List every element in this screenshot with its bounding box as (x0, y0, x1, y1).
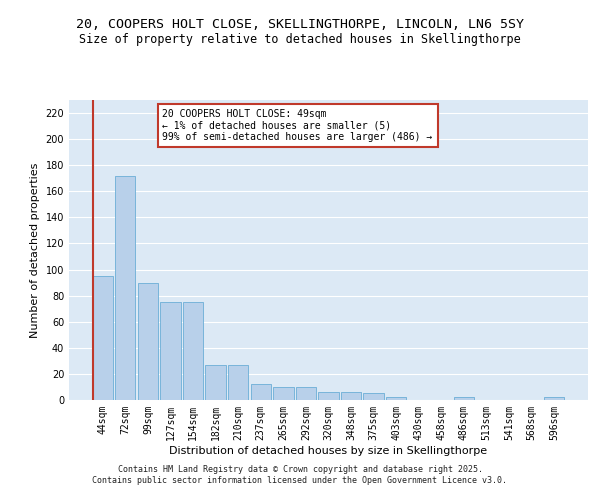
Text: Contains HM Land Registry data © Crown copyright and database right 2025.: Contains HM Land Registry data © Crown c… (118, 465, 482, 474)
Bar (341, 392, 361, 400)
Bar (228, 365, 248, 400)
Bar (251, 384, 271, 400)
Bar (160, 302, 181, 400)
Bar (386, 398, 406, 400)
Bar (454, 398, 474, 400)
Bar (273, 387, 293, 400)
Text: Contains public sector information licensed under the Open Government Licence v3: Contains public sector information licen… (92, 476, 508, 485)
Text: 20, COOPERS HOLT CLOSE, SKELLINGTHORPE, LINCOLN, LN6 5SY: 20, COOPERS HOLT CLOSE, SKELLINGTHORPE, … (76, 18, 524, 30)
Bar (183, 302, 203, 400)
Bar (138, 282, 158, 400)
X-axis label: Distribution of detached houses by size in Skellingthorpe: Distribution of detached houses by size … (169, 446, 488, 456)
Bar (205, 365, 226, 400)
Bar (92, 276, 113, 400)
Y-axis label: Number of detached properties: Number of detached properties (30, 162, 40, 338)
Text: 20 COOPERS HOLT CLOSE: 49sqm
← 1% of detached houses are smaller (5)
99% of semi: 20 COOPERS HOLT CLOSE: 49sqm ← 1% of det… (163, 109, 433, 142)
Bar (544, 398, 565, 400)
Bar (364, 394, 384, 400)
Bar (115, 176, 136, 400)
Bar (319, 392, 338, 400)
Bar (296, 387, 316, 400)
Text: Size of property relative to detached houses in Skellingthorpe: Size of property relative to detached ho… (79, 32, 521, 46)
